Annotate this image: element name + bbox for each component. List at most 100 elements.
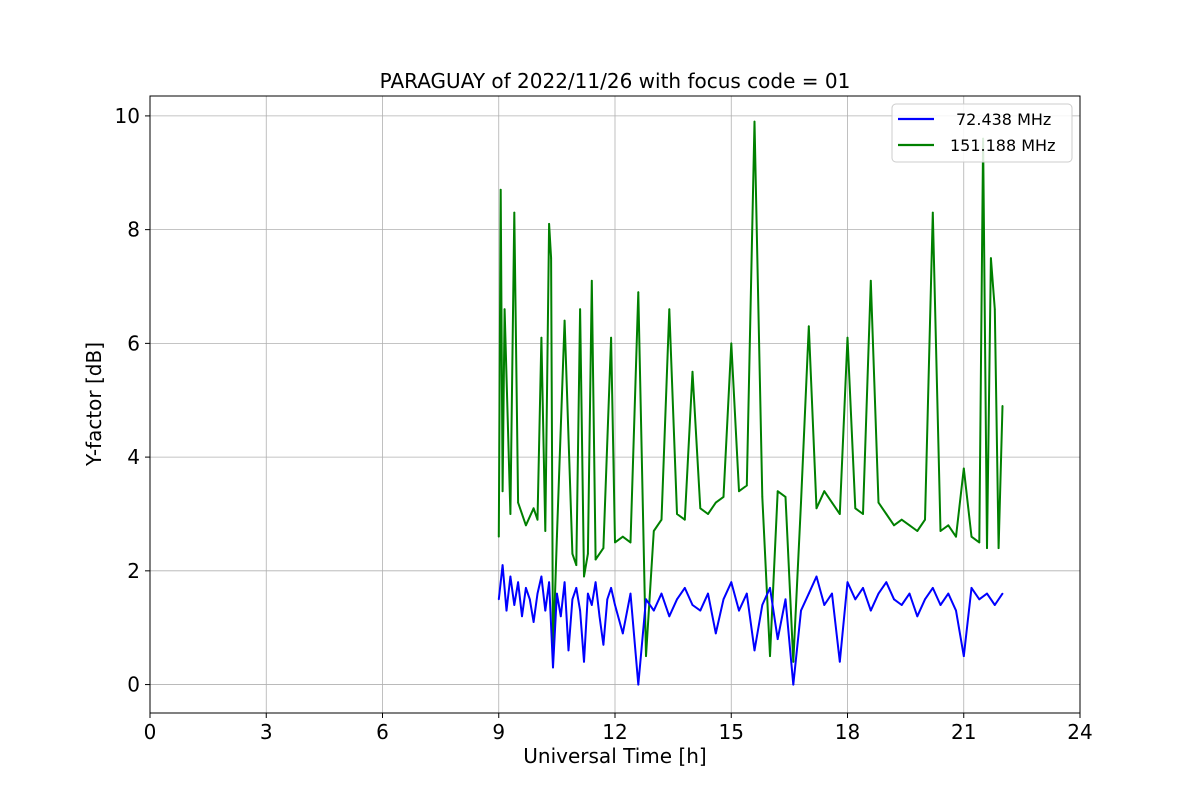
data-point <box>525 587 527 589</box>
data-point <box>509 575 512 578</box>
data-point <box>521 615 523 618</box>
data-point <box>800 609 802 612</box>
data-point <box>955 609 957 612</box>
data-point <box>900 604 903 606</box>
series-layer <box>497 120 1004 686</box>
data-point <box>594 581 597 584</box>
y-tick-label: 6 <box>127 331 140 355</box>
data-point <box>668 615 671 618</box>
data-point <box>869 279 872 282</box>
data-point <box>614 541 616 544</box>
data-point <box>556 592 558 595</box>
data-point <box>947 592 950 595</box>
data-point <box>776 638 779 640</box>
data-point <box>978 598 981 601</box>
data-point <box>714 501 717 504</box>
legend: 72.438 MHz 151.188 MHz <box>891 103 1073 163</box>
x-tick-label: 12 <box>602 720 627 744</box>
data-point <box>550 257 552 259</box>
data-point <box>579 609 581 612</box>
x-axis-label: Universal Time [h] <box>523 744 706 768</box>
data-point <box>571 598 574 601</box>
chart-title: PARAGUAY of 2022/11/26 with focus code =… <box>380 69 851 93</box>
data-point <box>869 609 872 612</box>
data-point <box>707 592 709 595</box>
data-point <box>776 490 779 493</box>
data-point <box>575 564 578 566</box>
data-point <box>559 615 562 618</box>
data-point <box>544 609 547 612</box>
data-point <box>513 604 516 606</box>
data-point <box>683 587 686 589</box>
x-tick-label: 3 <box>260 720 273 744</box>
data-point <box>955 535 957 538</box>
legend-label-151mhz: 151.188 MHz <box>950 136 1055 155</box>
data-point <box>540 336 543 339</box>
data-point <box>745 484 748 487</box>
data-point <box>792 660 795 663</box>
y-tick-label: 0 <box>127 673 140 697</box>
data-point <box>610 587 612 589</box>
x-tick-label: 6 <box>376 720 389 744</box>
x-tick-label: 0 <box>144 720 157 744</box>
data-point <box>962 655 965 657</box>
data-point <box>993 308 996 311</box>
data-point <box>916 615 919 618</box>
data-point <box>800 501 802 504</box>
data-point <box>885 513 888 515</box>
data-point <box>513 211 516 214</box>
data-point <box>699 609 702 612</box>
data-point <box>660 592 663 595</box>
data-point <box>745 592 748 595</box>
data-point <box>769 655 771 657</box>
data-point <box>722 496 725 498</box>
data-point <box>499 188 502 191</box>
data-point <box>548 581 550 584</box>
data-point <box>532 507 535 510</box>
data-point <box>823 490 826 493</box>
data-point <box>986 592 988 595</box>
y-tick-label: 4 <box>127 445 140 469</box>
data-point <box>908 524 911 527</box>
data-point <box>652 530 655 532</box>
data-point <box>846 581 849 584</box>
data-point <box>528 598 531 601</box>
data-point <box>517 581 519 584</box>
data-point <box>815 575 818 578</box>
data-point <box>838 660 841 663</box>
data-point <box>714 632 717 635</box>
y-tick-label: 8 <box>127 218 140 242</box>
data-point <box>536 592 539 595</box>
data-point <box>583 660 585 663</box>
data-point <box>893 598 895 601</box>
data-point <box>540 575 543 578</box>
data-point <box>807 325 810 328</box>
x-tick-label: 21 <box>951 720 976 744</box>
x-tick-label: 9 <box>492 720 505 744</box>
data-point <box>730 342 733 345</box>
data-point <box>939 604 942 606</box>
y-ticks: 0 2 4 6 8 10 <box>115 104 150 697</box>
data-point <box>815 507 818 510</box>
data-point <box>931 211 934 214</box>
data-point <box>567 649 570 652</box>
data-point <box>579 308 581 311</box>
data-point <box>722 598 725 601</box>
data-point <box>978 541 981 544</box>
data-point <box>544 530 547 532</box>
data-point <box>590 604 593 606</box>
data-point <box>784 598 787 601</box>
data-point <box>548 223 550 225</box>
data-point <box>761 604 764 606</box>
data-point <box>610 336 612 339</box>
data-point <box>986 547 988 549</box>
x-tick-label: 18 <box>835 720 860 744</box>
data-point <box>552 666 554 669</box>
data-point <box>629 592 632 595</box>
data-point <box>838 513 841 515</box>
data-point <box>683 518 686 521</box>
data-point <box>738 609 740 612</box>
data-point <box>583 575 585 578</box>
data-point <box>761 496 764 498</box>
data-point <box>556 535 558 538</box>
